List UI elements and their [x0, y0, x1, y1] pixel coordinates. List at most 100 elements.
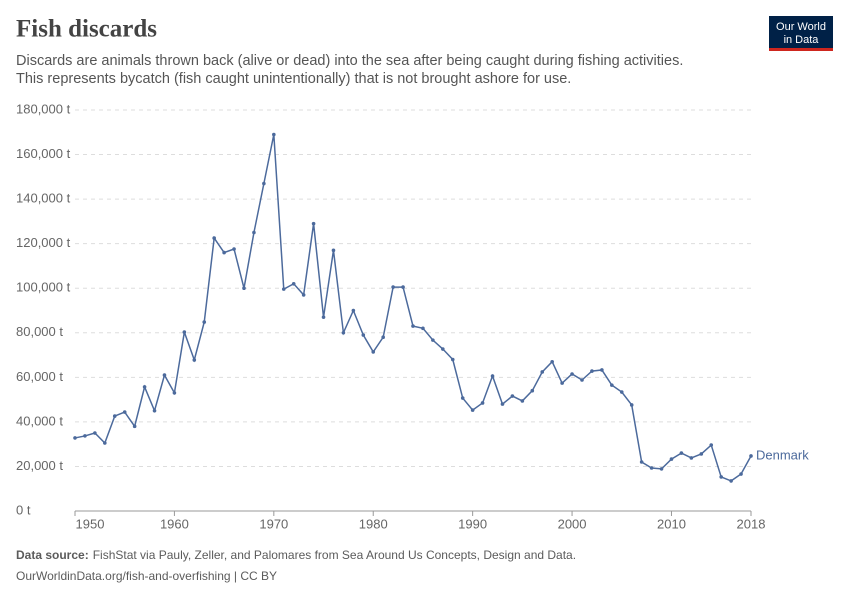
- source: Data source: FishStat via Pauly, Zeller, …: [16, 548, 576, 562]
- data-point: [729, 479, 733, 483]
- x-tick-label: 2018: [737, 516, 766, 531]
- data-point: [590, 369, 594, 373]
- x-tick-label: 1980: [359, 516, 388, 531]
- logo-text: Our World: [776, 21, 826, 33]
- data-point: [411, 324, 415, 328]
- data-point: [262, 181, 266, 186]
- data-point: [679, 451, 684, 455]
- chart-title: Fish discards: [16, 16, 157, 43]
- data-point: [490, 374, 495, 378]
- data-point: [689, 456, 694, 460]
- data-point: [83, 434, 87, 438]
- data-point: [122, 410, 127, 414]
- data-point: [421, 326, 425, 331]
- y-tick-label: 60,000 t: [16, 369, 63, 384]
- data-point: [381, 335, 385, 340]
- series-line: [74, 134, 752, 482]
- url[interactable]: OurWorldinData.org/fish-and-overfishing …: [16, 569, 277, 583]
- y-tick-label: 80,000 t: [16, 324, 63, 339]
- data-point: [112, 414, 117, 418]
- data-point: [212, 236, 216, 240]
- data-point: [232, 247, 236, 251]
- data-point: [341, 330, 346, 335]
- data-point: [550, 359, 554, 364]
- data-point: [281, 287, 286, 291]
- data-point: [142, 385, 147, 389]
- data-point: [182, 330, 187, 334]
- data-point: [520, 399, 525, 403]
- data-point: [242, 286, 246, 291]
- y-tick-label: 180,000 t: [16, 101, 71, 116]
- data-point: [351, 308, 356, 313]
- data-point: [629, 403, 634, 407]
- data-point: [152, 408, 157, 413]
- data-point: [530, 388, 535, 393]
- data-point: [371, 350, 376, 354]
- data-point: [500, 402, 505, 406]
- data-point: [649, 466, 654, 470]
- logo-text: in Data: [784, 34, 820, 46]
- data-point: [460, 396, 465, 400]
- data-point: [192, 358, 197, 362]
- data-point: [739, 472, 743, 476]
- data-point: [570, 372, 574, 376]
- x-tick-label: 1970: [259, 516, 288, 531]
- data-point: [391, 285, 395, 289]
- data-point: [441, 347, 445, 351]
- logo-bar: [769, 48, 833, 51]
- data-point: [580, 378, 584, 382]
- y-tick-label: 140,000 t: [16, 191, 71, 206]
- data-point: [719, 475, 723, 479]
- data-point: [560, 381, 564, 385]
- data-point: [311, 221, 316, 226]
- y-tick-label: 120,000 t: [16, 235, 71, 250]
- data-point: [172, 391, 177, 395]
- data-point: [749, 454, 753, 458]
- y-tick-label: 40,000 t: [16, 413, 63, 428]
- y-tick-label: 0 t: [16, 502, 31, 517]
- x-tick-label: 2000: [558, 516, 587, 531]
- source-label: Data source:: [16, 548, 89, 562]
- data-point: [600, 368, 604, 372]
- logo[interactable]: Our World in Data: [769, 16, 833, 51]
- data-point: [619, 390, 624, 394]
- data-point: [202, 320, 207, 324]
- data-point: [321, 315, 326, 319]
- x-tick-label: 1960: [160, 516, 189, 531]
- data-point: [103, 441, 107, 445]
- data-point: [699, 452, 704, 456]
- data-point: [659, 467, 664, 471]
- data-point: [301, 293, 306, 297]
- x-tick-label: 1950: [76, 516, 105, 531]
- data-point: [450, 357, 455, 362]
- data-point: [222, 250, 226, 255]
- data-point: [162, 373, 167, 377]
- data-point: [510, 394, 515, 398]
- data-point: [361, 333, 366, 337]
- x-tick-label: 1990: [458, 516, 487, 531]
- data-point: [132, 424, 137, 429]
- y-tick-label: 160,000 t: [16, 146, 71, 161]
- series-label: Denmark: [756, 447, 809, 462]
- data-point: [431, 338, 435, 342]
- y-tick-label: 20,000 t: [16, 458, 63, 473]
- data-point: [291, 281, 296, 286]
- data-point: [272, 132, 276, 137]
- data-point: [470, 408, 475, 412]
- source-text: FishStat via Pauly, Zeller, and Palomare…: [93, 548, 576, 562]
- subtitle: Discards are animals thrown back (alive …: [16, 53, 683, 69]
- data-point: [540, 370, 545, 374]
- data-point: [639, 460, 644, 464]
- y-tick-label: 100,000 t: [16, 280, 71, 295]
- data-point: [401, 285, 405, 289]
- data-point: [610, 383, 614, 387]
- data-point: [669, 457, 674, 461]
- data-point: [709, 443, 714, 447]
- data-point: [331, 248, 336, 253]
- data-point: [480, 401, 485, 405]
- data-point: [252, 230, 256, 235]
- logo-box: [769, 16, 833, 48]
- x-tick-label: 2010: [657, 516, 686, 531]
- subtitle: This represents bycatch (fish caught uni…: [16, 71, 571, 87]
